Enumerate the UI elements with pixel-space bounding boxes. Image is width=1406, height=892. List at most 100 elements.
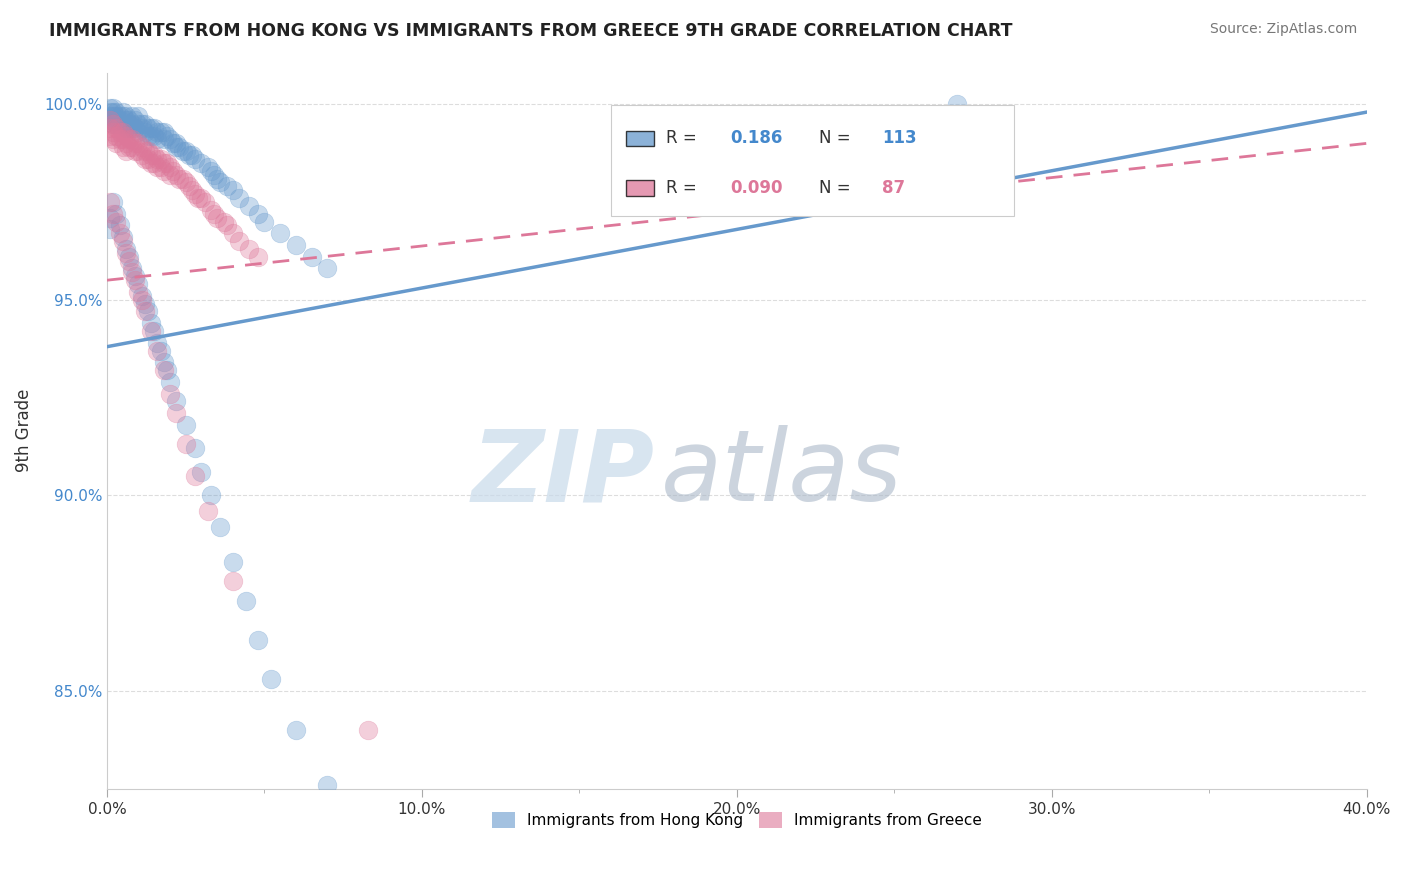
- Point: [118, 132, 141, 146]
- Point: [134, 117, 156, 131]
- Point: [269, 227, 291, 241]
- Text: ZIP: ZIP: [472, 425, 655, 522]
- Point: [235, 594, 257, 608]
- Point: [149, 160, 172, 174]
- Point: [143, 128, 166, 143]
- Point: [174, 176, 197, 190]
- Point: [111, 117, 134, 131]
- Point: [111, 125, 134, 139]
- Point: [118, 253, 141, 268]
- Text: atlas: atlas: [661, 425, 903, 522]
- Point: [190, 156, 212, 170]
- Point: [159, 168, 181, 182]
- Point: [139, 156, 162, 170]
- Text: IMMIGRANTS FROM HONG KONG VS IMMIGRANTS FROM GREECE 9TH GRADE CORRELATION CHART: IMMIGRANTS FROM HONG KONG VS IMMIGRANTS …: [49, 22, 1012, 40]
- Point: [111, 140, 134, 154]
- Text: 0.186: 0.186: [731, 129, 783, 147]
- Point: [284, 238, 307, 252]
- Point: [131, 289, 153, 303]
- Point: [184, 468, 207, 483]
- Point: [159, 132, 181, 146]
- Point: [103, 132, 125, 146]
- Point: [105, 112, 128, 127]
- Point: [121, 140, 143, 154]
- Point: [127, 277, 149, 292]
- Point: [152, 363, 174, 377]
- Point: [105, 120, 128, 135]
- Point: [165, 406, 187, 420]
- Text: N =: N =: [818, 129, 856, 147]
- Point: [105, 214, 128, 228]
- Text: R =: R =: [666, 179, 703, 197]
- Point: [357, 723, 380, 737]
- FancyBboxPatch shape: [626, 130, 654, 146]
- Point: [98, 109, 121, 123]
- Point: [124, 144, 146, 158]
- Point: [316, 778, 339, 792]
- Point: [115, 112, 138, 127]
- Point: [103, 194, 125, 209]
- Point: [253, 214, 276, 228]
- Point: [174, 437, 197, 451]
- FancyBboxPatch shape: [626, 180, 654, 196]
- Point: [98, 222, 121, 236]
- Point: [134, 296, 156, 310]
- Point: [222, 555, 245, 569]
- Point: [98, 128, 121, 143]
- Point: [143, 148, 166, 162]
- Point: [222, 183, 245, 197]
- Point: [215, 179, 238, 194]
- Point: [121, 261, 143, 276]
- Point: [156, 363, 179, 377]
- Point: [115, 120, 138, 135]
- Point: [205, 211, 228, 225]
- Point: [159, 160, 181, 174]
- Point: [108, 125, 131, 139]
- Point: [238, 242, 260, 256]
- Point: [103, 112, 125, 127]
- Text: N =: N =: [818, 179, 856, 197]
- Point: [200, 163, 222, 178]
- Point: [152, 163, 174, 178]
- Point: [111, 109, 134, 123]
- Point: [127, 285, 149, 299]
- Point: [209, 176, 232, 190]
- Point: [105, 117, 128, 131]
- Point: [184, 187, 207, 202]
- Point: [105, 109, 128, 123]
- Point: [124, 120, 146, 135]
- Point: [134, 144, 156, 158]
- Point: [115, 128, 138, 143]
- Point: [149, 343, 172, 358]
- Point: [172, 171, 194, 186]
- Point: [190, 191, 212, 205]
- Point: [136, 120, 159, 135]
- Point: [205, 171, 228, 186]
- Point: [103, 207, 125, 221]
- Point: [98, 211, 121, 225]
- Point: [131, 293, 153, 307]
- Point: [127, 136, 149, 151]
- FancyBboxPatch shape: [612, 105, 1014, 216]
- Text: 0.090: 0.090: [731, 179, 783, 197]
- Point: [222, 227, 245, 241]
- Point: [212, 214, 235, 228]
- Point: [209, 519, 232, 533]
- Point: [177, 179, 200, 194]
- Point: [105, 136, 128, 151]
- Point: [103, 117, 125, 131]
- Point: [200, 202, 222, 217]
- Point: [124, 136, 146, 151]
- Point: [108, 117, 131, 131]
- Point: [127, 125, 149, 139]
- Point: [118, 120, 141, 135]
- Point: [98, 101, 121, 115]
- Point: [118, 117, 141, 131]
- Point: [165, 394, 187, 409]
- Point: [139, 324, 162, 338]
- Point: [238, 199, 260, 213]
- Point: [380, 880, 402, 892]
- Point: [152, 355, 174, 369]
- Point: [347, 832, 370, 847]
- Point: [177, 148, 200, 162]
